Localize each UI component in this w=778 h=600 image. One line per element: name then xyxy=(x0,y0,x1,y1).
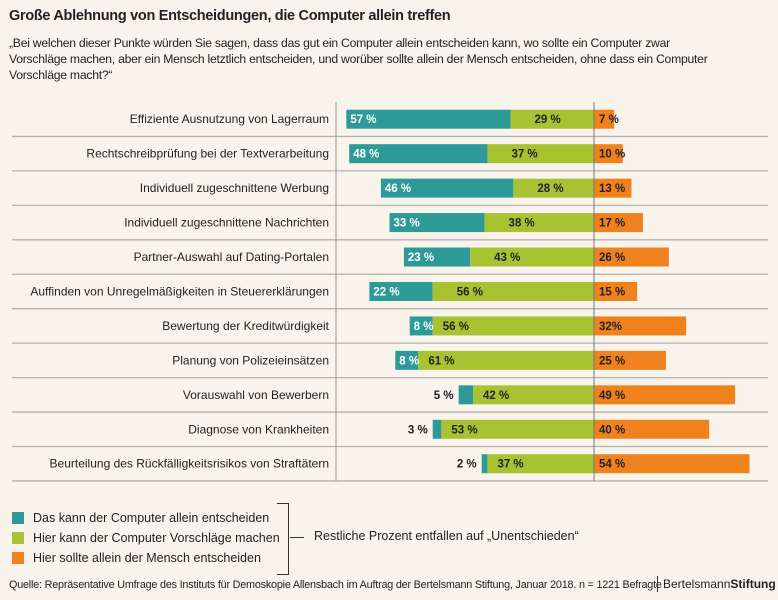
data-label: 13 % xyxy=(599,183,625,195)
category-label: Individuell zugeschnittene Nachrichten xyxy=(124,216,329,230)
data-label: 8 % xyxy=(399,355,419,367)
brand-part1: Bertelsmann xyxy=(663,577,731,591)
chart-title: Große Ablehnung von Entscheidungen, die … xyxy=(9,8,451,24)
bar-computer-alone xyxy=(389,213,485,233)
data-label: 61 % xyxy=(428,355,454,367)
bar-human-alone xyxy=(594,316,687,336)
data-label: 29 % xyxy=(534,114,560,126)
bar-computer-alone xyxy=(395,350,419,370)
data-label: 46 % xyxy=(385,183,411,195)
data-label: 3 % xyxy=(408,424,428,436)
bar-computer-suggests xyxy=(484,213,594,233)
data-label: 33 % xyxy=(394,218,420,230)
bar-computer-alone xyxy=(409,316,433,336)
data-label: 43 % xyxy=(494,252,520,264)
data-label: 56 % xyxy=(457,286,483,298)
bar-computer-suggests xyxy=(418,350,594,370)
legend-label: Das kann der Computer allein entscheiden xyxy=(33,511,270,525)
bar-human-alone xyxy=(594,281,638,301)
category-label: Diagnose von Krankheiten xyxy=(188,422,329,436)
data-label: 53 % xyxy=(451,424,477,436)
category-label: Vorauswahl von Bewerbern xyxy=(183,388,329,402)
chart-subtitle: „Bei welchen dieser Punkte würden Sie sa… xyxy=(9,36,708,82)
legend-swatch xyxy=(12,532,24,544)
bar-computer-suggests xyxy=(487,454,594,474)
data-label: 17 % xyxy=(599,218,625,230)
data-label: 8 % xyxy=(414,321,434,333)
bar-computer-alone xyxy=(349,144,488,164)
legend-item: Hier sollte allein der Mensch entscheide… xyxy=(12,548,280,568)
data-label: 49 % xyxy=(599,390,625,402)
legend-note: Restliche Prozent entfallen auf „Unentsc… xyxy=(314,529,579,543)
legend-swatch xyxy=(12,552,24,564)
bar-computer-alone xyxy=(369,281,433,301)
data-label: 28 % xyxy=(537,183,563,195)
source-note: Quelle: Repräsentative Umfrage des Insti… xyxy=(9,579,662,591)
data-label: 22 % xyxy=(373,286,399,298)
bar-human-alone xyxy=(594,419,710,439)
legend-label: Hier kann der Computer Vorschläge machen xyxy=(33,531,280,545)
data-label: 56 % xyxy=(443,321,469,333)
bar-human-alone xyxy=(594,109,615,129)
bar-computer-alone xyxy=(481,454,488,474)
legend-bracket xyxy=(277,503,289,575)
data-label: 32% xyxy=(599,321,622,333)
bar-human-alone xyxy=(594,385,736,405)
data-label: 7 % xyxy=(599,114,619,126)
data-label: 15 % xyxy=(599,286,625,298)
category-label: Rechtschreibprüfung bei der Textverarbei… xyxy=(86,147,329,161)
category-label: Beurteilung des Rückfälligkeitsrisikos v… xyxy=(50,457,329,471)
category-label: Auffinden von Unregelmäßigkeiten in Steu… xyxy=(30,284,329,298)
data-label: 37 % xyxy=(511,149,537,161)
bar-computer-alone xyxy=(432,419,442,439)
data-label: 10 % xyxy=(599,149,625,161)
bar-human-alone xyxy=(594,213,643,233)
category-label: Bewertung der Kreditwürdigkeit xyxy=(162,319,329,333)
bar-human-alone xyxy=(594,454,750,474)
bar-human-alone xyxy=(594,144,623,164)
data-label: 38 % xyxy=(509,218,535,230)
data-label: 48 % xyxy=(353,149,379,161)
data-label: 40 % xyxy=(599,424,625,436)
brand-logo: BertelsmannStiftung xyxy=(657,576,776,592)
bar-human-alone xyxy=(594,350,666,370)
bar-human-alone xyxy=(594,247,669,267)
data-label: 2 % xyxy=(457,459,477,471)
data-label: 25 % xyxy=(599,355,625,367)
data-label: 37 % xyxy=(497,459,523,471)
legend: Das kann der Computer allein entscheiden… xyxy=(12,508,280,568)
bar-human-alone xyxy=(594,178,632,198)
legend-item: Das kann der Computer allein entscheiden xyxy=(12,508,280,528)
data-label: 57 % xyxy=(350,114,376,126)
brand-part2: Stiftung xyxy=(730,577,776,591)
bar-computer-alone xyxy=(458,385,474,405)
data-label: 26 % xyxy=(599,252,625,264)
bar-computer-suggests xyxy=(487,144,594,164)
bar-computer-alone xyxy=(403,247,471,267)
category-label: Partner-Auswahl auf Dating-Portalen xyxy=(134,250,329,264)
bar-computer-suggests xyxy=(432,316,594,336)
bar-computer-suggests xyxy=(513,178,594,198)
data-label: 42 % xyxy=(483,390,509,402)
data-label: 54 % xyxy=(599,459,625,471)
legend-swatch xyxy=(12,512,24,524)
bar-computer-alone xyxy=(346,109,511,129)
bar-computer-suggests xyxy=(470,247,594,267)
bar-computer-suggests xyxy=(510,109,594,129)
bar-computer-suggests xyxy=(441,419,594,439)
bar-computer-alone xyxy=(380,178,514,198)
category-label: Effiziente Ausnutzung von Lagerraum xyxy=(130,112,329,126)
legend-bracket-connector xyxy=(290,537,304,538)
bar-computer-suggests xyxy=(432,281,594,301)
data-label: 23 % xyxy=(408,252,434,264)
bar-computer-suggests xyxy=(473,385,594,405)
legend-item: Hier kann der Computer Vorschläge machen xyxy=(12,528,280,548)
category-label: Individuell zugeschnittene Werbung xyxy=(140,181,329,195)
category-label: Planung von Polizeieinsätzen xyxy=(172,353,329,367)
data-label: 5 % xyxy=(434,390,454,402)
legend-label: Hier sollte allein der Mensch entscheide… xyxy=(33,551,261,565)
bar-chart: Effiziente Ausnutzung von Lagerraum 57 % 2… xyxy=(12,102,768,482)
